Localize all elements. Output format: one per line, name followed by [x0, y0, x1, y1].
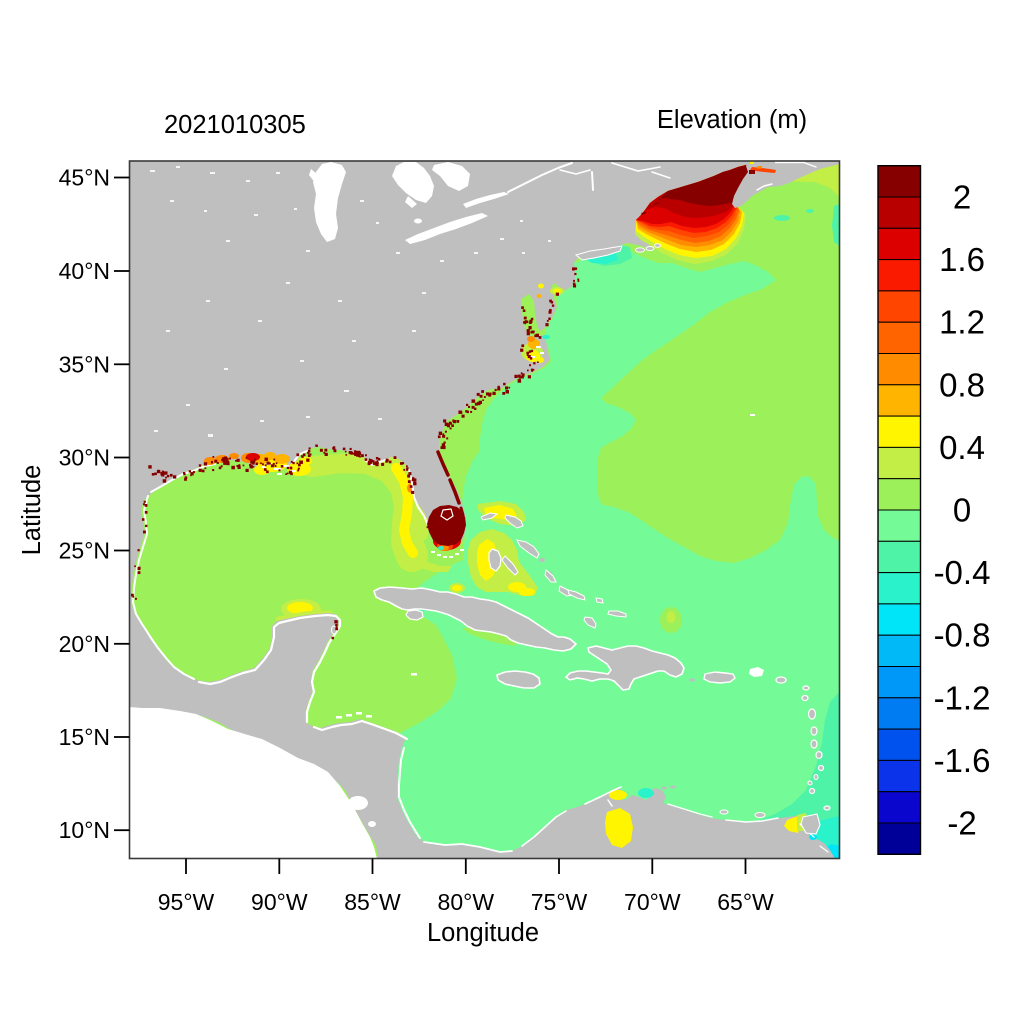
- svg-text:25°N: 25°N: [59, 538, 110, 564]
- svg-text:65°W: 65°W: [717, 889, 774, 915]
- svg-text:20°N: 20°N: [59, 631, 110, 657]
- svg-text:-2: -2: [947, 805, 976, 842]
- svg-text:45°N: 45°N: [59, 165, 110, 191]
- svg-text:-0.4: -0.4: [934, 554, 991, 591]
- svg-text:-1.2: -1.2: [934, 679, 991, 716]
- svg-text:0: 0: [953, 492, 971, 529]
- svg-text:10°N: 10°N: [59, 817, 110, 843]
- svg-text:0.4: 0.4: [939, 429, 985, 466]
- svg-text:15°N: 15°N: [59, 724, 110, 750]
- svg-text:90°W: 90°W: [251, 889, 308, 915]
- svg-text:2: 2: [953, 179, 971, 216]
- svg-text:95°W: 95°W: [158, 889, 215, 915]
- svg-text:-1.6: -1.6: [934, 742, 991, 779]
- svg-text:Elevation (m): Elevation (m): [657, 106, 807, 134]
- svg-text:Longitude: Longitude: [427, 919, 539, 947]
- svg-text:70°W: 70°W: [624, 889, 681, 915]
- svg-text:75°W: 75°W: [531, 889, 588, 915]
- svg-text:40°N: 40°N: [59, 258, 110, 284]
- svg-text:Latitude: Latitude: [18, 465, 46, 556]
- svg-text:1.6: 1.6: [939, 241, 985, 278]
- svg-text:2021010305: 2021010305: [164, 111, 306, 139]
- svg-text:1.2: 1.2: [939, 304, 985, 341]
- svg-text:30°N: 30°N: [59, 445, 110, 471]
- svg-text:35°N: 35°N: [59, 351, 110, 377]
- svg-text:-0.8: -0.8: [934, 617, 991, 654]
- svg-text:0.8: 0.8: [939, 366, 985, 403]
- svg-text:85°W: 85°W: [344, 889, 401, 915]
- svg-text:80°W: 80°W: [438, 889, 495, 915]
